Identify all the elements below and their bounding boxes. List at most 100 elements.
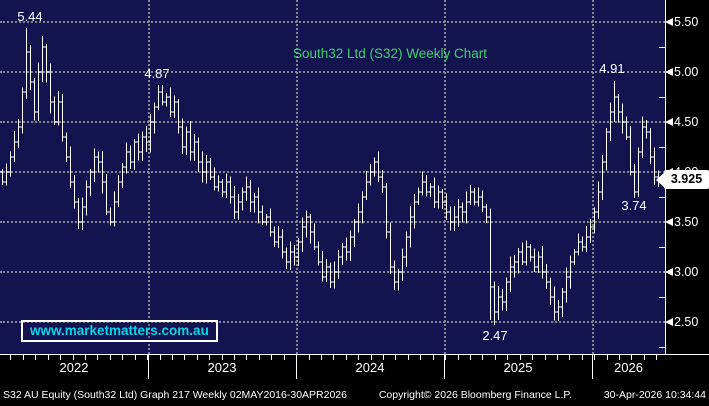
watermark-url: www.marketmatters.com.au — [21, 320, 218, 342]
y-axis-arrow — [665, 118, 673, 126]
x-axis-month-tick — [47, 355, 49, 360]
v-gridline — [296, 0, 298, 354]
h-gridline — [0, 171, 665, 173]
x-axis-line — [0, 354, 709, 355]
x-axis-month-tick — [395, 355, 397, 360]
x-axis-month-tick — [122, 355, 124, 360]
h-gridline — [0, 121, 665, 123]
x-axis-month-tick — [221, 355, 223, 360]
price-annotation-high-2022: 5.44 — [17, 9, 43, 24]
y-axis-label: 3.00 — [674, 265, 699, 279]
x-axis-month-tick — [333, 355, 335, 360]
h-gridline — [0, 221, 665, 223]
last-price-tag: 3.925 — [656, 170, 709, 189]
chart-plot-area: 5.44 4.87 2.47 4.91 3.74 South32 Ltd (S3… — [0, 0, 665, 354]
y-axis-minor-tick — [659, 147, 665, 148]
x-axis-month-tick — [134, 355, 136, 360]
x-axis-year-label: 2023 — [207, 360, 237, 375]
x-axis-month-tick — [320, 355, 322, 360]
x-axis-month-tick — [445, 355, 447, 360]
y-axis-label: 4.50 — [674, 115, 699, 129]
x-axis-month-tick — [171, 355, 173, 360]
x-axis-month-tick — [457, 355, 459, 360]
x-axis-month-tick — [147, 355, 148, 360]
v-gridline — [148, 0, 150, 354]
x-axis-month-tick — [532, 355, 534, 360]
y-axis-minor-tick — [659, 197, 665, 198]
y-axis-label: 5.50 — [674, 15, 699, 29]
x-axis-month-tick — [519, 355, 521, 360]
v-gridline — [444, 0, 446, 354]
x-axis-month-tick — [35, 355, 37, 360]
status-timestamp: 30-Apr-2026 10:34:44 — [603, 388, 706, 401]
x-axis-month-tick — [184, 355, 186, 360]
y-axis-minor-tick — [659, 247, 665, 248]
x-axis-year-label: 2026 — [614, 360, 643, 375]
status-copyright: Copyright© 2026 Bloomberg Finance L.P. — [378, 388, 572, 401]
x-axis-month-tick — [581, 355, 583, 360]
x-axis-month-tick — [246, 355, 248, 360]
y-axis-arrow — [665, 268, 673, 276]
x-axis-month-tick — [22, 355, 24, 360]
x-axis-month-tick — [420, 355, 422, 360]
chart-title: South32 Ltd (S32) Weekly Chart — [292, 46, 488, 61]
price-bars — [0, 28, 661, 325]
x-axis-month-tick — [407, 355, 409, 360]
x-axis-month-tick — [594, 355, 596, 360]
price-annotation-low-2025: 2.47 — [482, 328, 508, 343]
x-axis-month-tick — [358, 355, 360, 360]
x-axis-year-boundary — [444, 355, 445, 379]
x-axis-month-tick — [606, 355, 608, 360]
x-axis-month-tick — [643, 355, 645, 360]
y-axis-arrow — [665, 318, 673, 326]
y-axis-label: 3.50 — [674, 215, 699, 229]
status-bar: S32 AU Equity (South32 Ltd) Graph 217 We… — [0, 383, 709, 406]
x-axis-month-tick — [258, 355, 260, 360]
x-axis-month-tick — [569, 355, 571, 360]
x-axis-month-tick — [271, 355, 273, 360]
x-axis-month-tick — [631, 355, 633, 360]
x-axis-month-tick — [283, 355, 285, 360]
x-axis-year-label: 2024 — [355, 360, 385, 375]
x-axis-month-tick — [370, 355, 372, 360]
x-axis-month-tick — [619, 355, 620, 360]
x-axis-year-boundary — [148, 355, 149, 379]
y-axis-label: 5.00 — [674, 65, 699, 79]
x-axis-year-boundary — [592, 355, 593, 379]
x-axis-month-tick — [544, 355, 546, 360]
x-axis-month-tick — [656, 355, 658, 360]
x-axis-month-tick — [84, 355, 86, 360]
h-gridline — [0, 271, 665, 273]
h-gridline — [0, 321, 665, 323]
y-axis-minor-tick — [659, 97, 665, 98]
y-axis-label: 2.50 — [674, 315, 699, 329]
h-gridline — [0, 21, 665, 23]
price-annotation-high-2023: 4.87 — [144, 66, 170, 81]
h-gridline — [0, 71, 665, 73]
y-axis-arrow — [665, 68, 673, 76]
status-security-info: S32 AU Equity (South32 Ltd) Graph 217 We… — [3, 388, 347, 401]
x-axis-month-tick — [72, 355, 74, 360]
x-axis-month-tick — [209, 355, 211, 360]
x-axis-month-tick — [494, 355, 496, 360]
price-annotation-high-2026: 4.91 — [599, 61, 625, 76]
x-axis-year-boundary — [296, 355, 297, 379]
x-axis-year-label: 2022 — [59, 360, 89, 375]
x-axis-month-tick — [60, 355, 62, 360]
y-axis-arrow — [665, 18, 673, 26]
x-axis-month-tick — [383, 355, 384, 360]
v-gridline — [592, 0, 594, 354]
x-axis-month-tick — [432, 355, 434, 360]
x-axis-month-tick — [159, 355, 161, 360]
x-axis-month-tick — [482, 355, 484, 360]
y-axis-arrow — [665, 218, 673, 226]
x-axis-month-tick — [470, 355, 471, 360]
y-axis-minor-tick — [659, 347, 665, 348]
y-axis-minor-tick — [659, 47, 665, 48]
x-axis-month-tick — [97, 355, 99, 360]
x-axis-month-tick — [234, 355, 235, 360]
x-axis-month-tick — [507, 355, 509, 360]
price-annotation-low-2026: 3.74 — [621, 198, 647, 213]
x-axis-month-tick — [556, 355, 558, 360]
